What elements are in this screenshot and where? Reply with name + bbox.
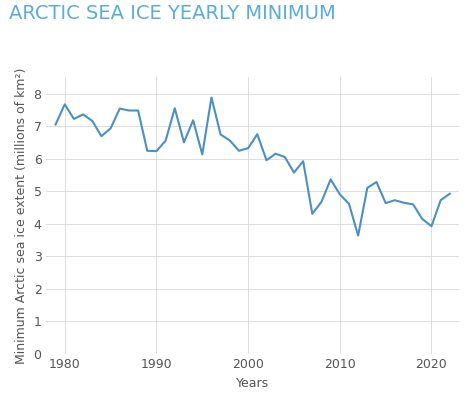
Y-axis label: Minimum Arctic sea ice extent (millions of km²): Minimum Arctic sea ice extent (millions … — [15, 67, 28, 364]
Text: ARCTIC SEA ICE YEARLY MINIMUM: ARCTIC SEA ICE YEARLY MINIMUM — [9, 4, 336, 23]
X-axis label: Years: Years — [236, 377, 269, 390]
